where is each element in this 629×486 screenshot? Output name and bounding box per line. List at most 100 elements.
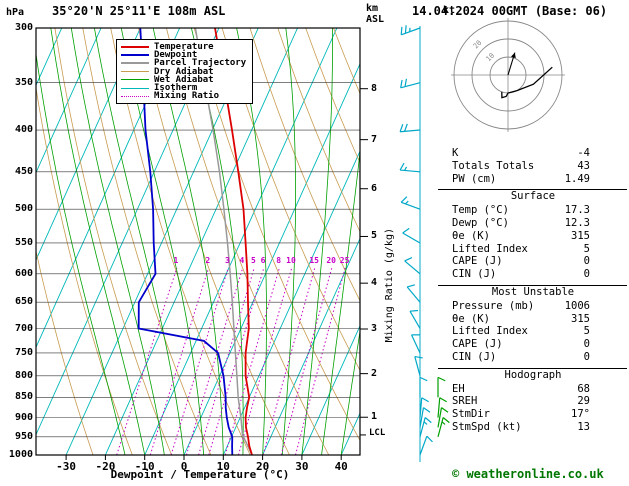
temperature-curve: [214, 28, 253, 455]
stats-value: 68: [577, 382, 590, 395]
stats-value: 0: [583, 351, 590, 363]
lcl-label: LCL: [369, 428, 386, 438]
station-title: 35°20'N 25°11'E 108m ASL: [52, 4, 226, 18]
km-tick-label: 8: [371, 82, 378, 94]
wind-barb-column: [399, 25, 433, 462]
stats-value: 1006: [564, 299, 590, 312]
legend-item-label: Isotherm: [154, 83, 198, 94]
pressure-tick-label: 850: [14, 391, 33, 403]
km-tick-label: 2: [371, 367, 378, 379]
mixing-ratio-value-label: 10: [286, 255, 296, 265]
mixing-ratio-value-label: 3: [225, 255, 230, 265]
pressure-tick-label: 1000: [8, 449, 33, 460]
km-tick-label: 6: [371, 182, 378, 194]
pressure-tick-label: 550: [14, 236, 33, 248]
legend: Temperature Dewpoint Parcel Trajectory Dry …: [116, 39, 254, 105]
mixing-ratio-value-label: 2: [205, 255, 211, 265]
km-axis-ticks: [360, 88, 368, 436]
stats-value: 315: [571, 312, 590, 325]
stats-value: -4: [577, 147, 590, 159]
legend-line-sample: [121, 95, 149, 97]
km-tick-label: 5: [371, 230, 378, 242]
km-tick-label: 1: [371, 411, 378, 423]
copyright: © weatheronline.co.uk: [452, 467, 604, 481]
stats-label: Totals Totals: [452, 159, 535, 172]
km-tick-label: 4: [371, 277, 378, 289]
stats-label: Lifted Index: [452, 242, 528, 255]
legend-item-label: Mixing Ratio: [154, 91, 220, 102]
mixing-ratio-value-label: 8: [276, 255, 282, 265]
stats-value: 5: [583, 242, 590, 255]
stats-label: PW (cm): [452, 172, 497, 185]
stats-separator: [438, 367, 627, 369]
pressure-tick-label: 950: [14, 430, 33, 442]
legend-line-sample: [121, 46, 149, 49]
stats-label: Temp (°C): [452, 204, 509, 217]
legend-item-label: Wet Adiabat: [154, 74, 214, 85]
stats-separator: [438, 285, 627, 286]
pressure-tick-label: 900: [14, 411, 33, 423]
pressure-tick-label: 800: [14, 369, 33, 381]
temp-tick-label: 0: [180, 460, 188, 473]
mixing-ratio-value-label: 15: [309, 255, 319, 265]
mixing-ratio-value-label: 4: [239, 255, 245, 265]
legend-item-label: Temperature: [154, 42, 214, 53]
stats-value: 17°: [571, 408, 590, 421]
legend-line-sample: [121, 54, 149, 57]
mixing-ratio-value-label: 6: [260, 255, 266, 265]
pressure-tick-label: 750: [14, 346, 33, 358]
temp-tick-label: -30: [56, 460, 77, 473]
stats-label: CIN (J): [452, 351, 497, 363]
mixing-ratio-value-label: 25: [339, 255, 350, 265]
stats-label: θe (K): [452, 229, 490, 242]
x-axis-ticks: [65, 455, 342, 460]
stats-label: Pressure (mb): [452, 299, 535, 312]
stats-label: StmDir: [452, 408, 490, 421]
x-axis-title: Dewpoint / Temperature (°C): [110, 468, 290, 481]
stats-value: 0: [583, 338, 590, 351]
legend-item: Wet Adiabat: [121, 74, 246, 85]
mixing-ratio-value-label: 1: [173, 255, 179, 265]
stats-value: 5: [583, 325, 590, 338]
wind-barbs-green: [437, 376, 450, 437]
stats-label: K: [452, 147, 459, 159]
altitude-axis-unit-km: km: [366, 3, 379, 14]
plot-border: [35, 27, 361, 456]
stats-value: 43: [577, 159, 590, 172]
km-tick-label: 7: [371, 133, 378, 145]
temp-tick-label: -20: [95, 460, 116, 473]
stats-label: θe (K): [452, 312, 490, 325]
stats-value: 0: [583, 268, 590, 281]
legend-item: Dry Adiabat: [121, 66, 246, 77]
pressure-tick-label: 350: [14, 76, 33, 88]
temp-tick-label: 10: [216, 460, 230, 473]
stats-value: 1.49: [564, 172, 590, 185]
parcel-curve: [194, 28, 253, 455]
dewpoint-curve: [137, 28, 234, 455]
stats-value: 0: [583, 255, 590, 268]
hodograph-unit: kt: [443, 5, 456, 16]
temp-tick-label: 40: [334, 460, 348, 473]
legend-line-sample: [121, 79, 149, 81]
hodograph-ring-label: 20: [472, 39, 484, 51]
legend-line-sample: [121, 71, 149, 73]
mixing-ratio-value-label: 5: [251, 255, 256, 265]
stats-label: CAPE (J): [452, 338, 503, 351]
stats-value: 12.3: [564, 217, 590, 229]
stats-section-title: Most Unstable: [491, 286, 575, 298]
legend-item-label: Parcel Trajectory: [154, 58, 247, 69]
stats-section-title: Hodograph: [504, 368, 562, 381]
mixing-ratio-lines: [116, 267, 346, 455]
altitude-axis-unit-asl: ASL: [366, 14, 385, 25]
legend-item: Dewpoint: [121, 51, 246, 60]
stats-separator: [438, 189, 627, 191]
legend-item-label: Dry Adiabat: [154, 66, 214, 77]
km-tick-label: 3: [371, 323, 378, 334]
stats-label: Lifted Index: [452, 325, 528, 338]
legend-line-sample: [121, 62, 149, 65]
stats-value: 29: [577, 395, 590, 408]
stats-label: CIN (J): [452, 268, 497, 281]
mixing-ratio-value-label: 20: [326, 255, 336, 265]
